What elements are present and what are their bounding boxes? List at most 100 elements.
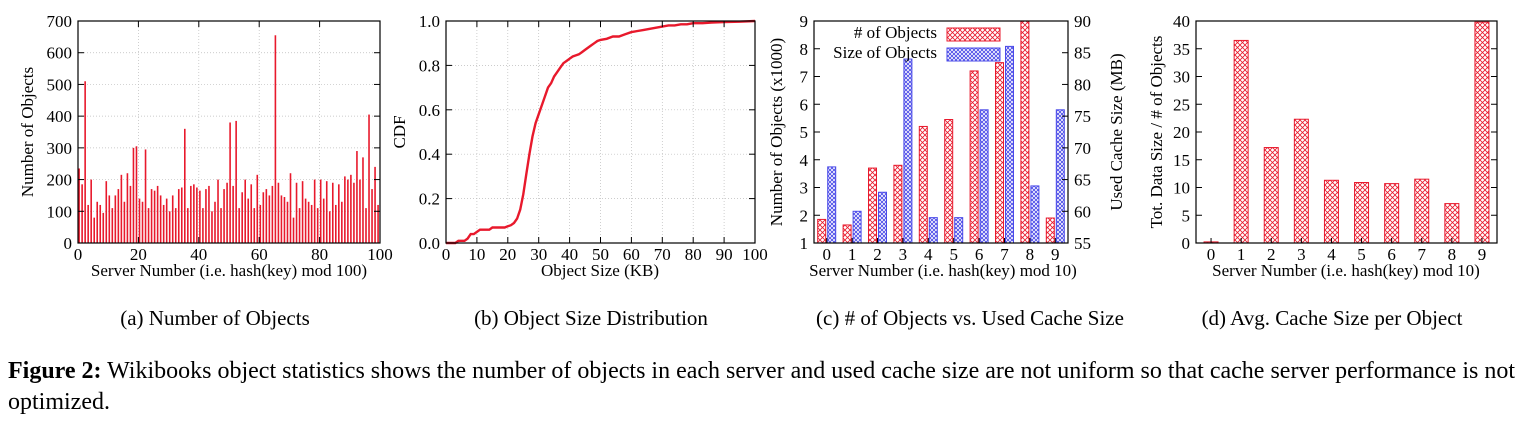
chart-d-ytick-label: 30 — [1173, 68, 1190, 87]
chart-c-bar-objects — [918, 125, 928, 244]
chart-a-bar — [244, 179, 246, 243]
chart-a-bar — [223, 189, 225, 243]
chart-d-bar — [1323, 179, 1339, 244]
chart-b-xtick-label: 10 — [468, 245, 485, 264]
chart-d-xtick-label: 4 — [1327, 245, 1336, 264]
chart-a-bar — [123, 201, 126, 243]
chart-a-bar — [184, 128, 186, 243]
chart-a-bar — [247, 198, 250, 243]
chart-a-bar — [120, 174, 123, 243]
chart-a-bar — [165, 198, 168, 243]
chart-a-bar — [310, 204, 313, 243]
chart-a-xtick-label: 80 — [311, 245, 328, 264]
chart-a-bar — [126, 173, 129, 243]
chart-c-bar-objects — [817, 218, 827, 244]
subcaption-b: (b) Object Size Distribution — [474, 306, 708, 330]
chart-a-bar — [298, 208, 301, 243]
chart-c-ytick-label: 9 — [800, 12, 809, 31]
chart-d-bar — [1384, 183, 1400, 244]
chart-d-ytick-label: 35 — [1173, 40, 1190, 59]
chart-a-bar — [271, 185, 274, 243]
chart-a-bar — [325, 181, 328, 243]
chart-a-bar — [286, 201, 289, 243]
chart-d-xtick-label: 6 — [1387, 245, 1396, 264]
chart-a-bar — [141, 201, 144, 243]
figure-caption-label: Figure 2: — [8, 358, 102, 384]
chart-b-ytick-label: 0.6 — [419, 101, 440, 120]
chart-a-bar — [190, 185, 192, 243]
chart-b-xtick-label: 100 — [742, 245, 768, 264]
chart-a-bar — [111, 208, 114, 243]
chart-c-y2tick-label: 90 — [1074, 12, 1091, 31]
chart-b-xtick-label: 50 — [592, 245, 609, 264]
chart-c-y2tick-label: 60 — [1074, 202, 1091, 221]
chart-a-bar — [256, 174, 259, 243]
chart-d-xtick-label: 1 — [1237, 245, 1246, 264]
chart-a-bar — [377, 204, 379, 243]
chart-c-bar-size — [903, 58, 913, 244]
legend-label-size: Size of Objects — [833, 43, 937, 62]
chart-d-xtick-label: 8 — [1448, 245, 1457, 264]
chart-a-bar — [280, 195, 283, 243]
chart-a-bar — [319, 179, 322, 243]
chart-a-ytick-label: 300 — [47, 139, 73, 158]
chart-b-xtick-label: 80 — [685, 245, 702, 264]
chart-a-ytick-label: 600 — [47, 44, 73, 63]
legend-swatch-objects — [946, 27, 1001, 42]
chart-c-bar-objects — [1020, 20, 1030, 244]
chart-d-bar — [1293, 118, 1309, 244]
chart-c-y2label: Used Cache Size (MB) — [1107, 53, 1126, 210]
chart-c-y2tick-label: 70 — [1074, 139, 1091, 158]
chart-a-bar — [265, 189, 268, 243]
subcaption-c: (c) # of Objects vs. Used Cache Size — [816, 306, 1124, 330]
chart-c-bar-size — [954, 217, 964, 244]
chart-a-bar — [235, 120, 237, 243]
chart-c-xtick-label: 9 — [1051, 245, 1060, 264]
chart-a-bar — [359, 179, 361, 243]
chart-a-ylabel: Number of Objects — [18, 67, 37, 197]
chart-c-ytick-label: 6 — [800, 95, 809, 114]
chart-c-bar-objects — [868, 167, 877, 244]
chart-c-xtick-label: 1 — [848, 245, 857, 264]
chart-c-bar-size — [852, 210, 862, 244]
chart-d-ytick-label: 5 — [1182, 206, 1191, 225]
chart-d-ytick-label: 0 — [1182, 234, 1191, 253]
chart-b-ytick-label: 0.2 — [419, 190, 440, 209]
chart-b-xtick-label: 30 — [530, 245, 547, 264]
chart-d-bar — [1263, 147, 1279, 244]
chart-c-bar-size — [878, 191, 887, 244]
chart-a-bar — [374, 166, 376, 243]
chart-a-bar — [208, 185, 210, 243]
chart-b-xlabel: Object Size (KB) — [541, 261, 659, 280]
chart-c-bar-size — [827, 166, 837, 244]
chart-a-bar — [229, 122, 231, 243]
chart-a-bar — [232, 185, 234, 243]
legend-swatch-size — [946, 47, 1001, 62]
chart-a-bar — [322, 198, 325, 243]
chart-d-bar — [1414, 178, 1430, 244]
chart-c-xtick-label: 4 — [924, 245, 933, 264]
chart-d-xtick-label: 0 — [1207, 245, 1216, 264]
chart-c-xtick-label: 2 — [873, 245, 882, 264]
chart-c-y2tick-label: 55 — [1074, 234, 1091, 253]
chart-a-bar — [153, 190, 156, 243]
chart-a-bar — [362, 157, 364, 243]
chart-a-bar — [331, 182, 334, 243]
chart-d-xtick-label: 3 — [1297, 245, 1306, 264]
chart-d-xtick-label: 7 — [1418, 245, 1427, 264]
chart-a-bar — [338, 184, 340, 243]
chart-a-bar — [226, 182, 228, 243]
chart-a-bar — [268, 195, 271, 243]
chart-a-bar — [90, 179, 92, 243]
chart-a-bar — [168, 211, 171, 243]
chart-c-xtick-label: 6 — [975, 245, 984, 264]
chart-c-y2tick-label: 65 — [1074, 171, 1091, 190]
chart-a-bar — [129, 185, 132, 243]
chart-a-bar — [108, 195, 111, 243]
chart-c-y2tick-label: 80 — [1074, 75, 1091, 94]
chart-a-bar — [214, 201, 216, 243]
chart-a-bar — [138, 198, 141, 243]
chart-a-bar — [316, 208, 319, 243]
